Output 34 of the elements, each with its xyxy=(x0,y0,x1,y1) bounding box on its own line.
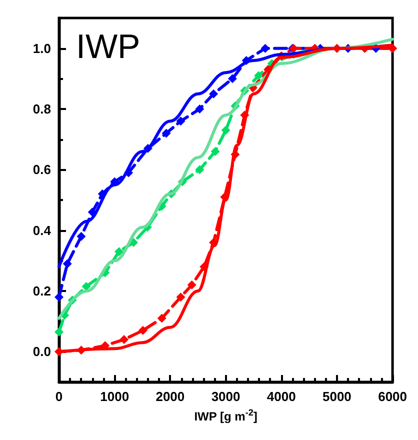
point xyxy=(221,126,230,135)
point xyxy=(120,335,129,344)
x-tick-label: 2000 xyxy=(156,389,185,404)
point xyxy=(114,247,124,256)
x-tick-label: 1000 xyxy=(100,389,130,404)
y-tick-label: 0.0 xyxy=(32,344,51,360)
point xyxy=(195,165,204,174)
x-tick-label: 3000 xyxy=(211,389,240,404)
annotation: IWP xyxy=(76,28,140,66)
point xyxy=(228,74,237,84)
x-tick-label: 6000 xyxy=(378,389,407,404)
point xyxy=(62,259,72,268)
y-tick-label: 0.6 xyxy=(32,162,51,178)
point xyxy=(210,146,220,156)
point xyxy=(76,232,86,241)
point xyxy=(176,292,186,302)
y-tick-label: 0.2 xyxy=(32,284,51,298)
x-tick-label: 4000 xyxy=(266,389,296,404)
x-tick-label: 0 xyxy=(55,389,63,404)
point xyxy=(82,282,91,291)
y-tick-label: 0.4 xyxy=(32,222,52,238)
point xyxy=(187,280,196,290)
y-tick-label: 0.8 xyxy=(32,102,51,116)
x-tick-label: 5000 xyxy=(322,389,352,404)
point xyxy=(138,326,148,335)
point xyxy=(54,327,64,336)
point xyxy=(157,314,166,323)
point xyxy=(162,128,171,138)
point xyxy=(254,71,264,80)
point xyxy=(54,292,64,302)
point xyxy=(176,116,186,126)
point xyxy=(195,104,204,114)
y-tick-label: 1.0 xyxy=(32,40,51,56)
point xyxy=(209,89,218,98)
